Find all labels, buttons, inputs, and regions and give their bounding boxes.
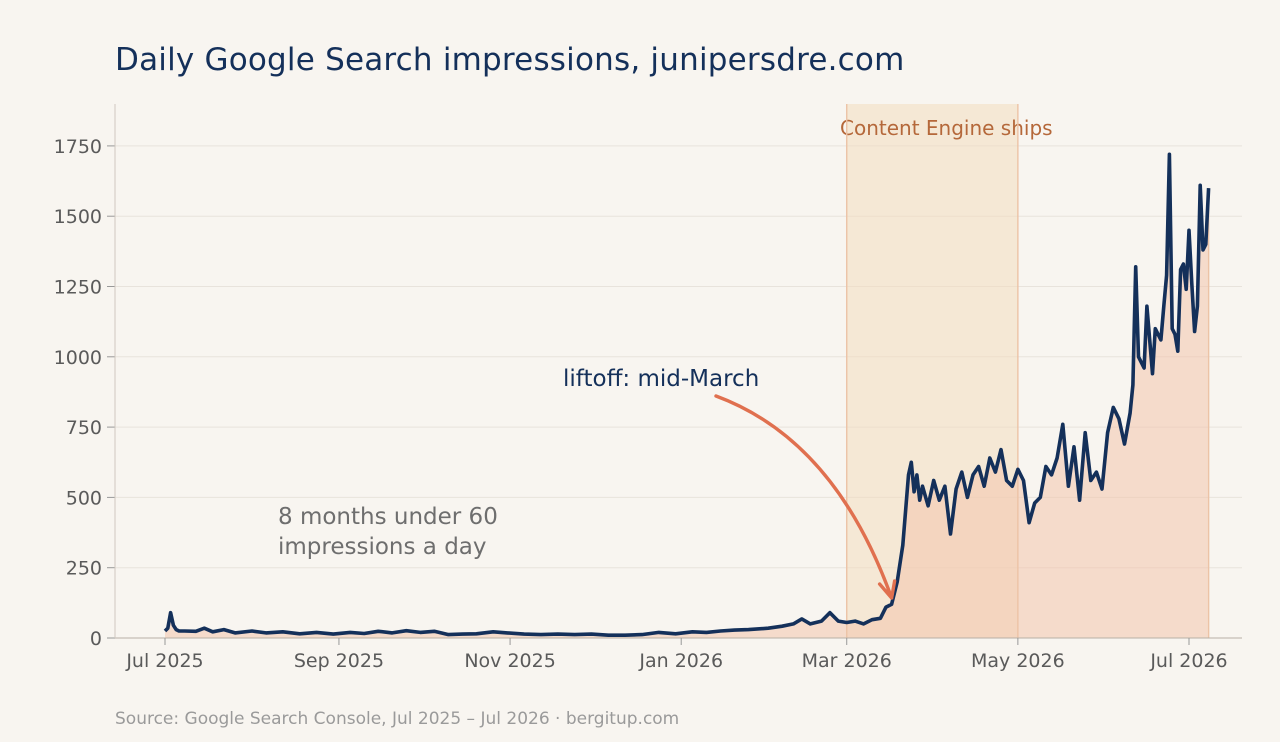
y-tick-label: 750 xyxy=(66,417,102,439)
liftoff-annotation: liftoff: mid-March xyxy=(563,366,759,392)
plateau-annotation: 8 months under 60 impressions a day xyxy=(278,504,505,560)
plateau-annotation-line-2: impressions a day xyxy=(278,534,487,560)
x-tick-label: Nov 2025 xyxy=(464,650,555,672)
y-axis: 0 250 500 750 1000 1250 1500 1750 xyxy=(54,104,116,650)
y-tick-label: 1250 xyxy=(54,277,102,299)
x-tick-label: May 2026 xyxy=(971,650,1065,672)
y-tick-label: 1750 xyxy=(54,136,102,158)
impressions-line xyxy=(163,152,1211,637)
y-tick-label: 0 xyxy=(90,628,102,650)
gridlines xyxy=(115,145,1242,569)
x-tick-label: Jul 2026 xyxy=(1149,650,1227,672)
chart-title: Daily Google Search impressions, juniper… xyxy=(115,42,905,78)
y-tick-label: 1000 xyxy=(54,347,102,369)
x-tick-label: Jan 2026 xyxy=(638,650,723,672)
plateau-annotation-line-1: 8 months under 60 xyxy=(278,504,498,530)
source-note: Source: Google Search Console, Jul 2025 … xyxy=(115,709,680,729)
y-tick-label: 250 xyxy=(66,558,102,580)
shaded-region-label: Content Engine ships xyxy=(840,116,1053,140)
liftoff-arrow xyxy=(714,394,897,600)
x-tick-label: Jul 2025 xyxy=(125,650,203,672)
period-boundaries xyxy=(846,104,1210,638)
x-axis: Jul 2025 Sep 2025 Nov 2025 Jan 2026 Mar 2026… xyxy=(125,638,1228,672)
y-tick-label: 500 xyxy=(66,487,102,509)
x-tick-label: Mar 2026 xyxy=(802,650,892,672)
y-tick-label: 1500 xyxy=(54,206,102,228)
impressions-area xyxy=(165,154,1209,639)
x-tick-label: Sep 2025 xyxy=(294,650,384,672)
